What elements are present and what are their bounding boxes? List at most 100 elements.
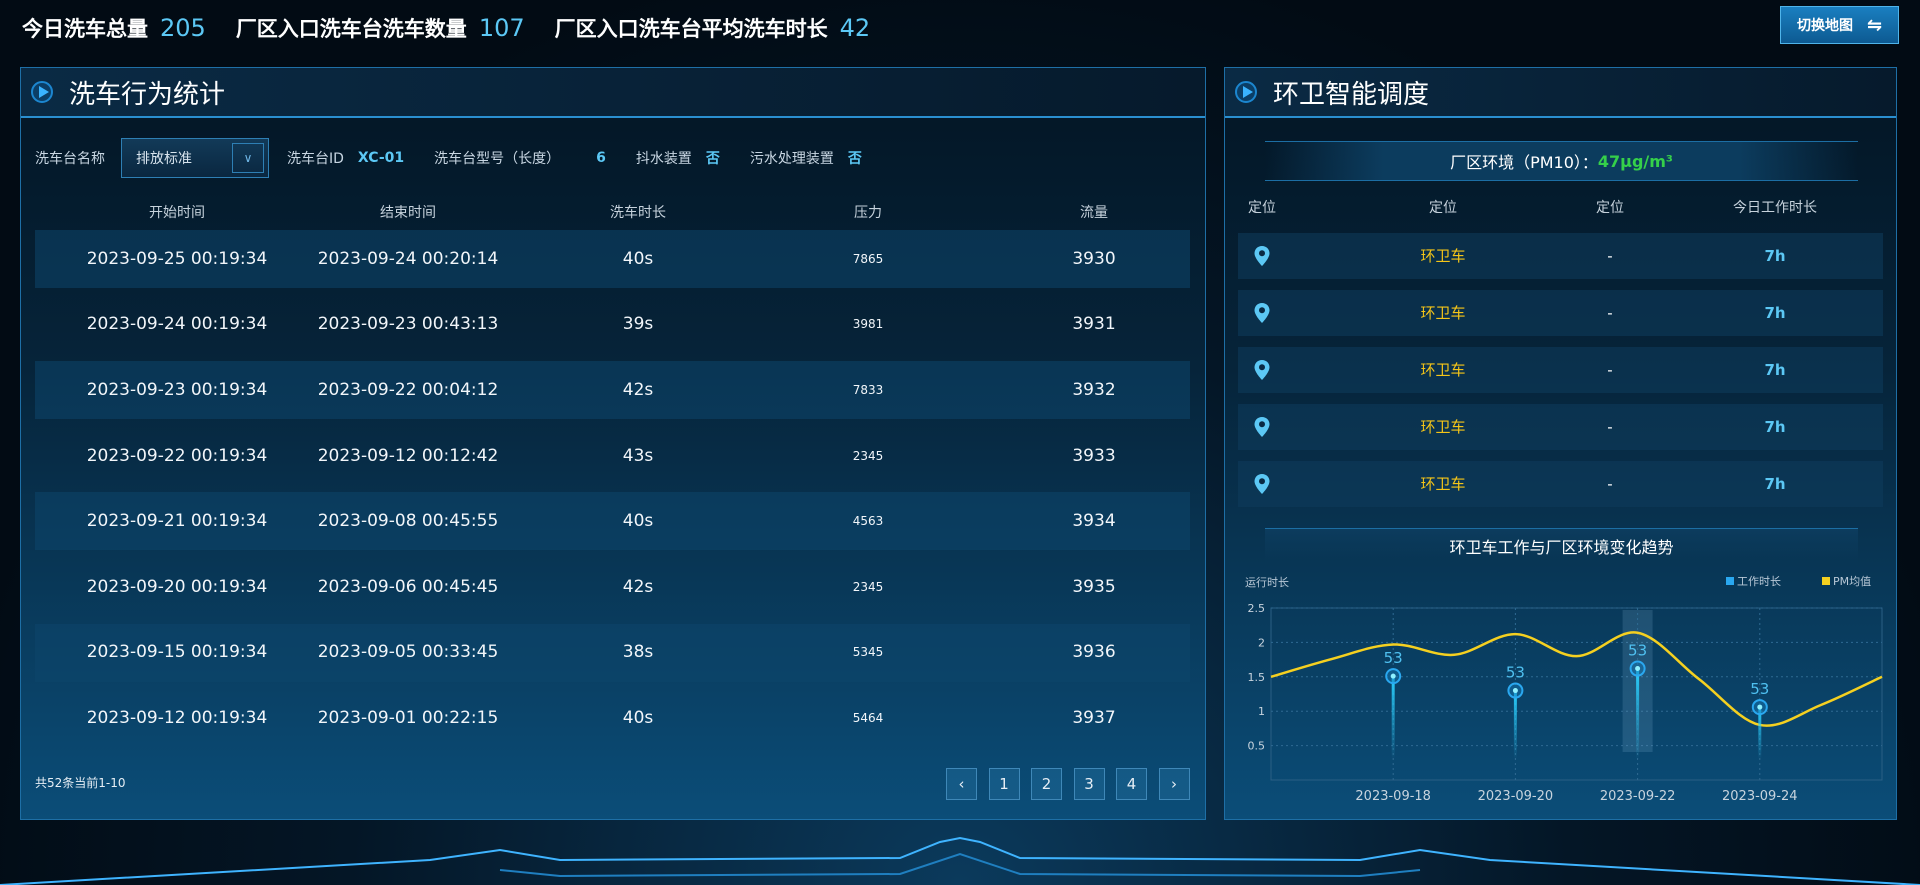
table-cell: 4563 <box>852 514 884 529</box>
page-button[interactable]: 3 <box>1073 768 1105 800</box>
page-button[interactable]: 4 <box>1116 768 1147 800</box>
column-header: 今日工作时长 <box>1733 199 1817 216</box>
bottom-decoration <box>0 836 1920 885</box>
table-row[interactable]: 2023-09-12 00:19:34 2023-09-01 00:22:15 40… <box>35 689 1190 747</box>
table-cell: 2023-09-23 00:43:13 <box>317 314 499 335</box>
page-next-button[interactable]: › <box>1158 768 1190 800</box>
vehicle-row[interactable]: 环卫车 - 7h <box>1238 461 1883 507</box>
table-row[interactable]: 2023-09-24 00:19:34 2023-09-23 00:43:13 39… <box>35 296 1190 354</box>
y-tick-label: 0.5 <box>1248 740 1266 753</box>
switch-map-label: 切换地图 <box>1796 18 1853 34</box>
table-cell: 2023-09-05 00:33:45 <box>317 642 499 663</box>
work-pin-stem <box>1391 676 1395 760</box>
page-button[interactable]: 1 <box>988 768 1020 800</box>
table-cell: 2023-09-24 00:20:14 <box>317 248 499 269</box>
table-cell: 40s <box>622 708 654 728</box>
table-cell: 2023-09-12 00:12:42 <box>317 445 499 466</box>
y-tick-label: 1.5 <box>1248 671 1266 684</box>
vehicle-row[interactable]: 环卫车 - 7h <box>1238 404 1883 450</box>
x-tick-label: 2023-09-22 <box>1600 789 1676 804</box>
work-pin-label: 53 <box>1628 642 1647 660</box>
stat-value: 42 <box>839 14 871 42</box>
y-axis-label: 运行时长 <box>1245 576 1289 589</box>
table-row[interactable]: 2023-09-25 00:19:34 2023-09-24 00:20:14 40… <box>35 230 1190 288</box>
table-cell: 3932 <box>1072 380 1116 400</box>
dewater-value: 否 <box>705 151 720 167</box>
location-pin-icon[interactable] <box>1253 302 1271 328</box>
table-cell: 3931 <box>1072 314 1116 335</box>
location-pin-icon[interactable] <box>1253 245 1271 271</box>
work-pin-center <box>1390 673 1396 679</box>
table-row[interactable]: 2023-09-23 00:19:34 2023-09-22 00:04:12 42… <box>35 361 1190 420</box>
table-cell: 38s <box>622 642 654 663</box>
location-pin-icon[interactable] <box>1253 359 1271 385</box>
stat-label: 厂区入口洗车台平均洗车时长 <box>554 17 828 41</box>
vehicle-row[interactable]: 环卫车 - 7h <box>1238 290 1883 336</box>
table-cell: 7865 <box>852 251 884 266</box>
trend-chart: 运行时长 工作时长 PM均值 0.5 1 1.5 2 2.5 2023-09-18 2023-09… <box>1245 575 1883 804</box>
vehicle-vehicle: 环卫车 <box>1420 361 1466 379</box>
column-header: 定位 <box>1248 199 1276 216</box>
table-cell: 42s <box>622 380 654 400</box>
panel-title: 环卫智能调度 <box>1273 79 1430 110</box>
switch-map-button[interactable]: 切换地图 ⇋ <box>1780 6 1899 44</box>
table-cell: 40s <box>622 248 654 269</box>
location-pin-icon[interactable] <box>1253 473 1271 499</box>
page-button[interactable]: 2 <box>1031 768 1062 800</box>
table-cell: 2023-09-20 00:19:34 <box>86 576 268 597</box>
station-id-value: XC-01 <box>357 150 405 166</box>
vehicle-row[interactable]: 环卫车 - 7h <box>1238 233 1883 279</box>
chart-title: 环卫车工作与厂区环境变化趋势 <box>1265 528 1858 562</box>
vehicle-status: - <box>1607 361 1613 379</box>
vehicle-hours: 7h <box>1764 361 1786 379</box>
table-cell: 2023-09-08 00:45:55 <box>317 511 499 532</box>
plot-frame <box>1270 607 1883 781</box>
pm10-status: 厂区环境（PM10）： 47μg/m³ <box>1265 141 1858 181</box>
vehicle-hours: 7h <box>1764 304 1786 322</box>
vehicle-status: - <box>1607 304 1613 322</box>
table-row[interactable]: 2023-09-22 00:19:34 2023-09-12 00:12:42 43… <box>35 427 1190 485</box>
table-row[interactable]: 2023-09-15 00:19:34 2023-09-05 00:33:45 38… <box>35 623 1190 682</box>
legend-label[interactable]: 工作时长 <box>1737 575 1781 588</box>
vehicle-table-header: 定位 定位 定位 今日工作时长 <box>1225 196 1896 220</box>
vehicle-status: - <box>1607 475 1613 493</box>
table-row[interactable]: 2023-09-20 00:19:34 2023-09-06 00:45:45 42… <box>35 558 1190 616</box>
chevron-down-icon[interactable]: ∨ <box>232 143 264 173</box>
table-cell: 2023-09-22 00:19:34 <box>86 445 268 466</box>
table-cell: 2345 <box>852 579 884 594</box>
vehicle-status: - <box>1607 418 1613 436</box>
pagination-summary: 共52条当前1-10 <box>35 776 126 790</box>
table-cell: 2023-09-24 00:19:34 <box>86 314 268 335</box>
vehicle-hours: 7h <box>1764 418 1786 436</box>
table-row[interactable]: 2023-09-21 00:19:34 2023-09-08 00:45:55 40… <box>35 492 1190 551</box>
work-pin-label: 53 <box>1506 664 1525 682</box>
station-id-label: 洗车台ID <box>287 151 344 167</box>
pm-series-line <box>1270 631 1883 727</box>
legend-label[interactable]: PM均值 <box>1833 575 1871 588</box>
pm10-label: 厂区环境（PM10）： <box>1450 153 1598 172</box>
table-cell: 2023-09-21 00:19:34 <box>86 511 268 532</box>
column-header: 压力 <box>854 204 882 221</box>
table-cell: 3937 <box>1072 708 1116 728</box>
table-cell: 3936 <box>1072 642 1116 663</box>
stat-label: 厂区入口洗车台洗车数量 <box>235 17 467 41</box>
vehicle-hours: 7h <box>1764 475 1786 493</box>
location-pin-icon[interactable] <box>1253 416 1271 442</box>
stat-value: 205 <box>160 14 206 42</box>
table-cell: 2023-09-12 00:19:34 <box>86 708 268 728</box>
panel-header: 洗车行为统计 <box>21 68 1205 118</box>
pm10-value: 47μg/m³ <box>1597 151 1673 171</box>
page-prev-button[interactable]: ‹ <box>946 768 977 800</box>
dewater-label: 抖水装置 <box>635 151 692 167</box>
x-tick-label: 2023-09-24 <box>1722 789 1798 804</box>
y-tick-label: 1 <box>1258 705 1265 718</box>
vehicle-vehicle: 环卫车 <box>1420 304 1466 322</box>
x-tick-label: 2023-09-20 <box>1478 789 1554 804</box>
table-cell: 3930 <box>1072 248 1116 269</box>
table-cell: 39s <box>622 314 654 335</box>
filter-bar: 洗车台名称 排放标准 ∨ 洗车台ID XC-01 洗车台型号（长度） 6 抖水装… <box>35 138 892 178</box>
vehicle-row[interactable]: 环卫车 - 7h <box>1238 347 1883 393</box>
station-select[interactable]: 排放标准 ∨ <box>121 138 269 178</box>
vehicle-hours: 7h <box>1764 247 1786 265</box>
vehicle-vehicle: 环卫车 <box>1420 247 1466 265</box>
